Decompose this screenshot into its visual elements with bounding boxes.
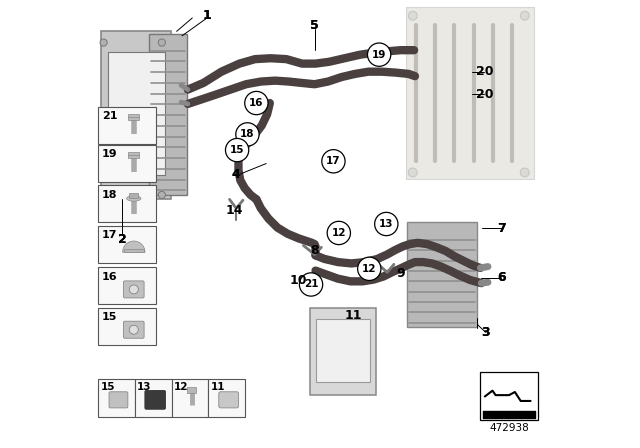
Text: 8: 8 [310, 244, 319, 258]
Text: 12: 12 [332, 228, 346, 238]
Circle shape [367, 43, 391, 66]
FancyBboxPatch shape [99, 267, 156, 305]
Text: 2: 2 [118, 233, 126, 246]
Circle shape [300, 273, 323, 296]
FancyBboxPatch shape [481, 372, 538, 420]
Text: 1: 1 [203, 9, 211, 22]
Text: 11: 11 [345, 309, 362, 323]
Text: 17: 17 [326, 156, 340, 166]
Circle shape [129, 325, 138, 334]
FancyBboxPatch shape [109, 392, 128, 408]
FancyBboxPatch shape [310, 308, 376, 395]
Text: 20: 20 [476, 87, 493, 101]
Text: 12: 12 [362, 264, 376, 274]
Text: 18: 18 [102, 190, 117, 200]
Text: 2: 2 [118, 233, 126, 246]
Circle shape [322, 150, 345, 173]
Circle shape [408, 168, 417, 177]
FancyBboxPatch shape [135, 379, 172, 417]
FancyBboxPatch shape [316, 319, 370, 382]
Text: 5: 5 [310, 19, 319, 33]
Circle shape [158, 191, 166, 198]
Text: 4: 4 [232, 168, 240, 181]
FancyBboxPatch shape [99, 145, 156, 182]
Text: 15: 15 [100, 382, 115, 392]
Circle shape [129, 285, 138, 294]
Text: 19: 19 [102, 150, 118, 159]
FancyBboxPatch shape [99, 226, 156, 263]
Circle shape [100, 39, 108, 46]
Circle shape [358, 257, 381, 280]
FancyBboxPatch shape [188, 387, 196, 393]
Circle shape [225, 138, 249, 162]
Text: 9: 9 [396, 267, 405, 280]
FancyBboxPatch shape [124, 281, 144, 298]
FancyBboxPatch shape [145, 391, 166, 409]
Text: 15: 15 [230, 145, 244, 155]
Circle shape [520, 168, 529, 177]
Text: 13: 13 [137, 382, 152, 392]
Circle shape [236, 123, 259, 146]
FancyBboxPatch shape [407, 222, 477, 327]
Wedge shape [123, 241, 145, 252]
Text: 472938: 472938 [489, 423, 529, 433]
FancyBboxPatch shape [209, 379, 245, 417]
Text: 16: 16 [102, 271, 118, 282]
Text: 21: 21 [102, 112, 117, 121]
Text: 13: 13 [379, 219, 394, 229]
Text: 12: 12 [174, 382, 188, 392]
Text: 1: 1 [203, 9, 211, 22]
Text: 6: 6 [497, 271, 506, 284]
Circle shape [244, 91, 268, 115]
FancyBboxPatch shape [108, 52, 164, 175]
Text: 3: 3 [481, 326, 490, 339]
Ellipse shape [127, 196, 141, 201]
Text: 18: 18 [240, 129, 255, 139]
Text: 21: 21 [304, 280, 318, 289]
Text: 7: 7 [497, 222, 506, 235]
FancyBboxPatch shape [129, 114, 139, 120]
Circle shape [374, 212, 398, 236]
Circle shape [520, 11, 529, 20]
FancyBboxPatch shape [129, 193, 138, 198]
FancyBboxPatch shape [124, 321, 144, 338]
FancyBboxPatch shape [99, 107, 156, 144]
Text: 15: 15 [102, 312, 117, 322]
FancyBboxPatch shape [99, 379, 135, 417]
FancyBboxPatch shape [129, 152, 139, 158]
Text: 19: 19 [372, 50, 387, 60]
Text: 11: 11 [211, 382, 225, 392]
Circle shape [408, 11, 417, 20]
Text: 16: 16 [249, 98, 264, 108]
FancyBboxPatch shape [101, 31, 171, 199]
FancyBboxPatch shape [99, 185, 156, 222]
Text: 3: 3 [481, 326, 490, 339]
FancyBboxPatch shape [124, 249, 143, 252]
Text: 17: 17 [102, 230, 117, 240]
Text: 20: 20 [476, 65, 493, 78]
Text: 10: 10 [290, 273, 307, 287]
Circle shape [158, 39, 166, 46]
FancyBboxPatch shape [219, 392, 239, 408]
Text: 14: 14 [225, 204, 243, 217]
FancyBboxPatch shape [172, 379, 209, 417]
Text: 6: 6 [497, 271, 506, 284]
Circle shape [100, 191, 108, 198]
Circle shape [327, 221, 351, 245]
Text: 7: 7 [497, 222, 506, 235]
FancyBboxPatch shape [99, 307, 156, 345]
Text: 5: 5 [310, 19, 319, 33]
FancyBboxPatch shape [406, 7, 534, 179]
FancyBboxPatch shape [149, 34, 187, 195]
Text: 4: 4 [232, 168, 240, 181]
